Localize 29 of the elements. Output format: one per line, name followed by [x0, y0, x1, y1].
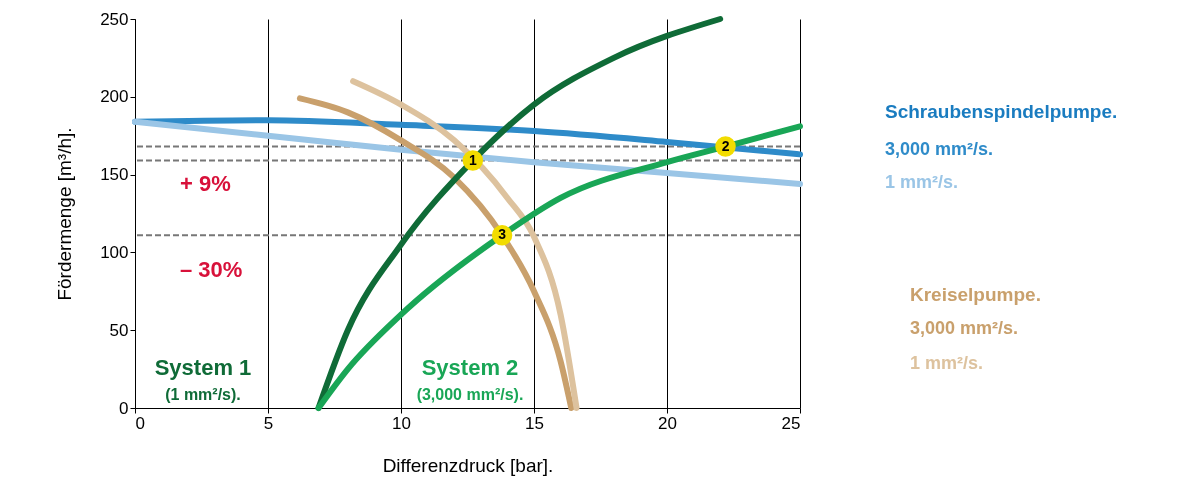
annotation: (1 mm²/s). — [165, 386, 241, 403]
x-tick-label: 20 — [658, 413, 677, 433]
y-tick-label: 100 — [100, 242, 129, 262]
annotation: (3,000 mm²/s). — [416, 386, 524, 403]
y-tick-label: 250 — [100, 9, 129, 29]
x-tick-label: 10 — [392, 413, 411, 433]
x-tick-label: 25 — [781, 413, 801, 433]
y-tick-label: 200 — [100, 87, 129, 107]
annotation: 1 — [468, 151, 477, 168]
x-tick-label: 0 — [135, 413, 145, 433]
annotation: + 9% — [180, 171, 231, 196]
text: 3,000 mm²/s. — [885, 139, 994, 159]
y-tick-label: 0 — [119, 398, 129, 418]
series-label: System 2 — [421, 355, 519, 380]
text: 1 mm²/s. — [885, 172, 959, 192]
text: 3,000 mm²/s. — [910, 318, 1019, 338]
annotation: 2 — [721, 137, 730, 154]
text: Schraubenspindelpumpe. — [885, 101, 1118, 122]
x-axis-title: Differenzdruck [bar]. — [382, 454, 554, 476]
text: System 1 — [154, 355, 252, 380]
x-tick-label: 5 — [263, 413, 274, 433]
y-tick-label: 150 — [100, 165, 129, 185]
text: 1 mm²/s. — [910, 353, 984, 373]
y-tick-label: 50 — [109, 320, 129, 340]
y-axis-title: Fördermenge [m³/h]. — [54, 127, 76, 301]
x-tick-label: 15 — [525, 413, 544, 433]
text: Kreiselpumpe. — [910, 284, 1041, 305]
annotation: – 30% — [180, 257, 243, 282]
annotation: 3 — [498, 226, 507, 243]
